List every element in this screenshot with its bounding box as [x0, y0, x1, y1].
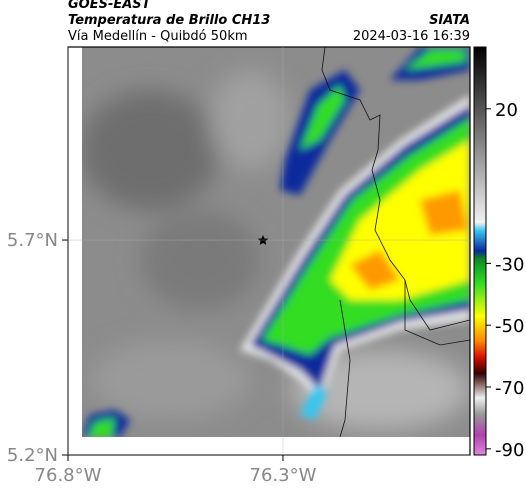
lon-label: 76.3°W — [250, 465, 317, 486]
colorbar-label: -30 — [495, 254, 524, 275]
colorbar-label: 20 — [495, 100, 518, 121]
satellite-image — [82, 47, 470, 437]
lon-label: 76.8°W — [35, 465, 102, 486]
colorbar — [473, 46, 487, 456]
lat-label: 5.2°N — [7, 445, 58, 466]
lat-label: 5.7°N — [7, 230, 58, 251]
colorbar-label: -50 — [495, 316, 524, 337]
timestamp: 2024-03-16 16:39 — [353, 29, 470, 44]
product: Temperatura de Brillo CH13 — [68, 13, 270, 28]
colorbar-label: -90 — [495, 440, 524, 461]
source: SIATA — [429, 13, 470, 28]
region: Vía Medellín - Quibdó 50km — [68, 29, 248, 44]
colorbar-label: -70 — [495, 378, 524, 399]
satellite: GOES-EAST — [68, 0, 152, 12]
